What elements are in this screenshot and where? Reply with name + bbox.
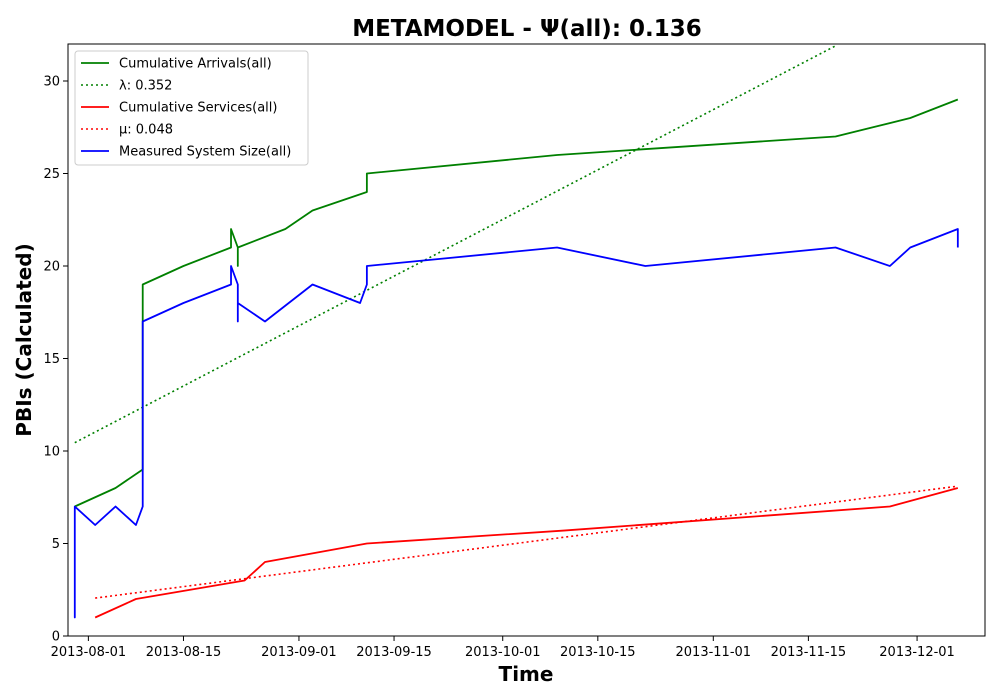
series-line-4 xyxy=(73,228,959,619)
x-tick-label: 2013-11-15 xyxy=(771,645,847,660)
y-tick-label: 20 xyxy=(43,260,60,275)
series-line-3 xyxy=(95,485,958,599)
series-line-0 xyxy=(74,98,959,508)
plot-area-frame xyxy=(67,43,986,637)
y-axis-ticks: 0 5 10 15 20 25 30 xyxy=(43,75,68,645)
legend: Cumulative Arrivals(all) λ: 0.352 Cumulati… xyxy=(74,50,309,166)
legend-label-2: Cumulative Services(all) xyxy=(119,101,277,116)
legend-label-3: μ: 0.048 xyxy=(119,123,173,138)
x-axis-ticks: 2013-08-01 2013-08-15 2013-09-01 2013-09-15… xyxy=(51,636,955,660)
y-tick-label: 25 xyxy=(43,167,60,182)
y-tick-label: 15 xyxy=(43,352,60,367)
series-layer xyxy=(73,45,959,619)
x-tick-label: 2013-10-01 xyxy=(465,645,541,660)
y-tick-label: 5 xyxy=(52,537,60,552)
x-tick-label: 2013-10-15 xyxy=(560,645,636,660)
x-tick-label: 2013-11-01 xyxy=(676,645,752,660)
legend-box xyxy=(74,50,309,166)
series-line-1 xyxy=(74,45,836,444)
y-tick-label: 0 xyxy=(52,630,60,645)
series-line-2 xyxy=(94,487,959,619)
x-axis-label: Time xyxy=(499,662,554,686)
y-tick-label: 10 xyxy=(43,445,60,460)
y-tick-label: 30 xyxy=(43,75,60,90)
x-tick-label: 2013-09-15 xyxy=(356,645,432,660)
x-tick-label: 2013-09-01 xyxy=(261,645,337,660)
legend-label-4: Measured System Size(all) xyxy=(119,145,291,160)
legend-label-0: Cumulative Arrivals(all) xyxy=(119,57,272,72)
legend-label-1: λ: 0.352 xyxy=(119,79,172,94)
x-tick-label: 2013-08-15 xyxy=(146,645,222,660)
chart-title: METAMODEL - Ψ(all): 0.136 xyxy=(352,16,702,42)
x-tick-label: 2013-12-01 xyxy=(879,645,955,660)
x-tick-label: 2013-08-01 xyxy=(51,645,127,660)
y-axis-label: PBIs (Calculated) xyxy=(12,243,36,436)
